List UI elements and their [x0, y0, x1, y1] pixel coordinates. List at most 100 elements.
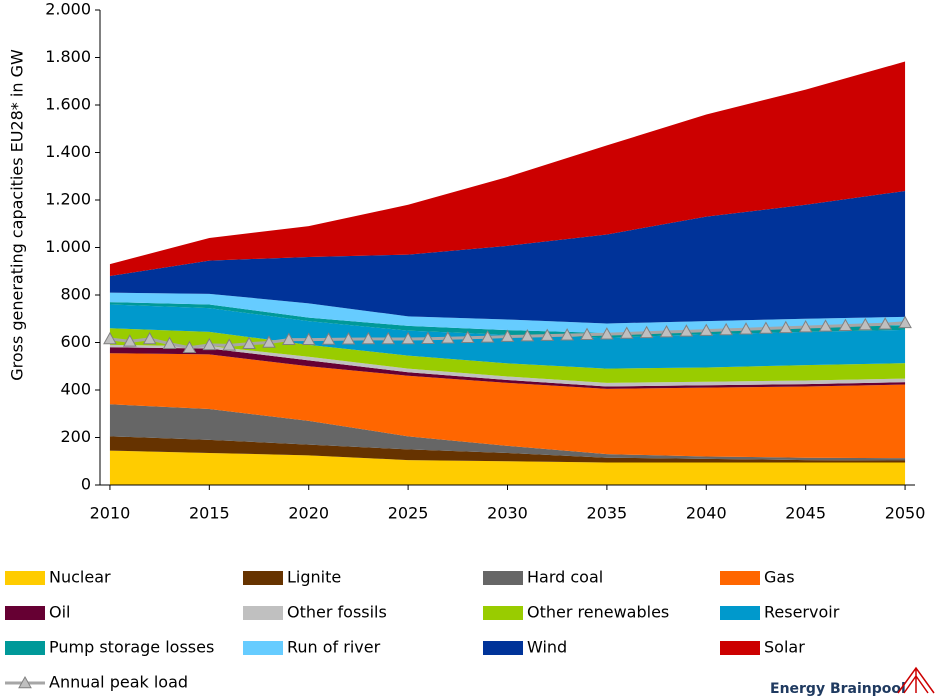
- area: [109, 61, 906, 276]
- peak-load-marker: [600, 327, 614, 340]
- legend-label: Gas: [764, 568, 795, 587]
- x-tick-label: 2040: [686, 504, 727, 523]
- legend: Nuclear Lignite Hard coal Gas Oil Other fossi…: [5, 568, 840, 692]
- logo-icon: [897, 666, 935, 694]
- y-tick-label: 0: [81, 475, 91, 494]
- legend-label: Wind: [527, 638, 567, 657]
- peak-load-marker: [122, 334, 137, 347]
- x-tick-label: 2025: [388, 504, 429, 523]
- y-axis-label: Gross generating capacities EU28* in GW: [8, 49, 27, 381]
- peak-load-marker: [739, 322, 753, 335]
- area: [109, 353, 906, 459]
- peak-load-marker: [580, 327, 594, 340]
- legend-swatch: [5, 571, 45, 585]
- peak-load-marker: [361, 331, 376, 345]
- y-tick-label: 2.000: [45, 0, 91, 19]
- legend-label: Reservoir: [764, 603, 840, 622]
- legend-label: Solar: [764, 638, 805, 657]
- peak-load-marker: [878, 317, 893, 330]
- peak-load-marker: [759, 321, 773, 334]
- legend-label: Pump storage losses: [49, 638, 214, 657]
- legend-swatch: [483, 606, 523, 620]
- y-tick-label: 1.600: [45, 95, 91, 114]
- peak-load-marker: [500, 329, 515, 342]
- legend-swatch: [483, 641, 523, 655]
- legend-swatch: [243, 571, 283, 585]
- x-tick-label: 2035: [587, 504, 628, 523]
- legend-label: Other renewables: [527, 603, 669, 622]
- legend-swatch: [243, 606, 283, 620]
- y-tick-label: 1.400: [45, 142, 91, 161]
- legend-swatch: [720, 606, 760, 620]
- peak-load-marker: [381, 331, 396, 345]
- peak-load-marker: [421, 331, 435, 344]
- peak-load-marker: [202, 337, 217, 351]
- legend-label: Nuclear: [49, 568, 111, 587]
- y-tick-label: 400: [60, 380, 91, 399]
- legend-swatch: [5, 641, 45, 655]
- x-tick-label: 2020: [288, 504, 329, 523]
- peak-load-marker: [898, 315, 912, 329]
- logo: Energy Brainpool: [770, 666, 935, 697]
- peak-load-marker: [798, 320, 813, 333]
- peak-load-marker: [301, 332, 316, 345]
- peak-load-marker: [619, 326, 634, 339]
- peak-load-marker: [460, 330, 475, 344]
- area: [109, 436, 906, 463]
- y-tick-label: 1.000: [45, 237, 91, 256]
- legend-label: Lignite: [287, 568, 341, 587]
- x-tick-label: 2015: [189, 504, 230, 523]
- logo-text: Energy Brainpool: [770, 681, 906, 697]
- peak-load-marker: [520, 329, 535, 342]
- peak-load-marker: [560, 328, 574, 341]
- legend-swatch: [243, 641, 283, 655]
- peak-load-marker: [142, 331, 157, 345]
- peak-load-marker: [281, 332, 296, 345]
- peak-load-marker: [818, 319, 833, 332]
- legend-label: Other fossils: [287, 603, 387, 622]
- legend-swatch: [483, 571, 523, 585]
- peak-load-marker: [838, 318, 853, 331]
- legend-label: Oil: [49, 603, 70, 622]
- peak-load-marker: [341, 332, 356, 345]
- y-tick-label: 1.200: [45, 190, 91, 209]
- peak-load-marker: [719, 322, 734, 336]
- peak-load-marker: [242, 336, 256, 349]
- y-tick-label: 200: [60, 427, 91, 446]
- plot-area: [103, 61, 912, 485]
- legend-marker: [18, 675, 32, 689]
- area: [109, 292, 906, 333]
- area: [109, 328, 906, 383]
- y-tick-label: 600: [60, 332, 91, 351]
- peak-load-marker: [321, 332, 336, 345]
- peak-load-marker: [103, 331, 117, 345]
- peak-load-marker: [778, 320, 793, 334]
- peak-load-marker: [540, 328, 555, 341]
- peak-load-marker: [639, 325, 654, 339]
- peak-load-marker: [659, 325, 674, 338]
- peak-load-marker: [182, 340, 197, 354]
- area: [109, 404, 906, 461]
- peak-load-marker: [858, 317, 873, 331]
- area: [109, 344, 906, 387]
- x-tick-label: 2030: [487, 504, 528, 523]
- y-tick-label: 800: [60, 285, 91, 304]
- x-tick-label: 2010: [90, 504, 131, 523]
- area: [109, 450, 906, 485]
- peak-load-marker: [262, 335, 276, 348]
- peak-load-marker: [441, 331, 455, 344]
- peak-load-marker: [401, 331, 415, 345]
- legend-label: Run of river: [287, 638, 381, 657]
- legend-swatch: [720, 641, 760, 655]
- legend-label: Hard coal: [527, 568, 603, 587]
- peak-load-marker: [480, 330, 495, 343]
- x-tick-label: 2045: [785, 504, 826, 523]
- area: [109, 190, 906, 324]
- y-tick-label: 1.800: [45, 47, 91, 66]
- peak-load-marker: [699, 323, 714, 336]
- peak-load-marker: [679, 324, 694, 337]
- legend-swatch: [720, 571, 760, 585]
- x-tick-label: 2050: [885, 504, 926, 523]
- legend-swatch: [5, 606, 45, 620]
